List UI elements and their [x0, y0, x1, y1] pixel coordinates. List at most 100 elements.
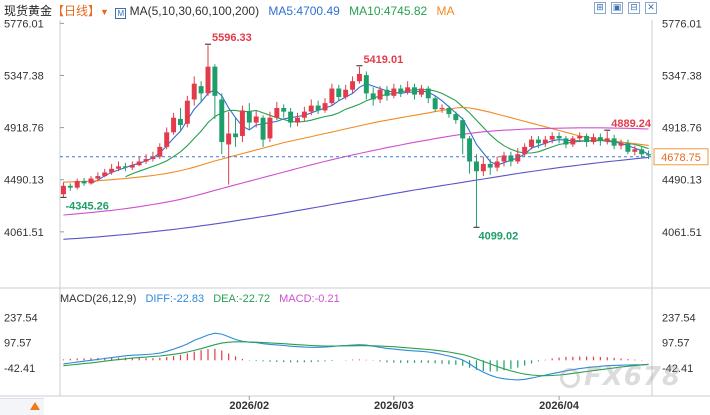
- candle-body[interactable]: [350, 81, 356, 90]
- candle-body[interactable]: [205, 66, 211, 94]
- candle-body[interactable]: [494, 161, 500, 168]
- candle-body[interactable]: [439, 107, 445, 110]
- candle-body[interactable]: [646, 154, 652, 156]
- candle-body[interactable]: [295, 117, 300, 123]
- candle-body[interactable]: [632, 149, 638, 152]
- candle-body[interactable]: [177, 118, 183, 126]
- candle-body[interactable]: [212, 66, 218, 96]
- candle-body[interactable]: [597, 137, 603, 141]
- candle-body[interactable]: [384, 89, 390, 96]
- candle-body[interactable]: [88, 178, 94, 184]
- candle-body[interactable]: [405, 87, 411, 93]
- candle-body[interactable]: [391, 88, 397, 96]
- fullscreen-icon[interactable]: ▣: [611, 2, 623, 14]
- candle-body[interactable]: [398, 88, 404, 93]
- candle-body[interactable]: [625, 143, 631, 152]
- candle-body[interactable]: [556, 135, 562, 139]
- candle-body[interactable]: [281, 107, 287, 112]
- candle-body[interactable]: [274, 107, 280, 118]
- candle-body[interactable]: [116, 166, 121, 169]
- up-arrow-icon[interactable]: [30, 402, 40, 410]
- ma-settings-icon[interactable]: M: [115, 8, 127, 19]
- candle-body[interactable]: [60, 185, 66, 195]
- candle-body[interactable]: [343, 89, 349, 98]
- candle-body[interactable]: [74, 180, 80, 188]
- candle-body[interactable]: [95, 176, 101, 179]
- crosshair-icon[interactable]: ⊞: [594, 2, 606, 14]
- candle-body[interactable]: [418, 88, 424, 95]
- candle-body[interactable]: [549, 135, 555, 140]
- candle-body[interactable]: [102, 172, 108, 177]
- close-icon[interactable]: ✕: [645, 2, 657, 14]
- candle-body[interactable]: [363, 75, 369, 94]
- candle-body[interactable]: [356, 73, 362, 82]
- candle-body[interactable]: [473, 161, 479, 172]
- candle-body[interactable]: [67, 185, 73, 188]
- candle-body[interactable]: [267, 117, 273, 139]
- candle-body[interactable]: [460, 120, 466, 139]
- candle-body[interactable]: [618, 143, 624, 146]
- period-selector[interactable]: 【日线】: [52, 4, 101, 18]
- candle-body[interactable]: [219, 99, 225, 143]
- candle-body[interactable]: [542, 139, 548, 144]
- candle-body[interactable]: [508, 155, 514, 162]
- candle-body[interactable]: [308, 105, 314, 112]
- candle-body[interactable]: [563, 138, 569, 145]
- candle-body[interactable]: [150, 156, 156, 160]
- candle-body[interactable]: [584, 135, 590, 143]
- candle-body[interactable]: [329, 88, 335, 104]
- candle-body[interactable]: [253, 116, 259, 123]
- candle-body[interactable]: [529, 139, 535, 147]
- candle-body[interactable]: [171, 117, 177, 133]
- candle-body[interactable]: [260, 117, 266, 140]
- candle-body[interactable]: [467, 138, 473, 162]
- candle-body[interactable]: [522, 146, 528, 155]
- macd-y-tick-left: 97.57: [4, 338, 32, 350]
- candle-body[interactable]: [604, 138, 610, 141]
- candle-body[interactable]: [577, 135, 583, 139]
- candle-body[interactable]: [425, 88, 431, 99]
- chevron-down-icon[interactable]: ▼: [100, 7, 109, 17]
- candle-body[interactable]: [446, 107, 452, 115]
- candle-body[interactable]: [239, 110, 245, 136]
- candle-body[interactable]: [122, 166, 128, 168]
- candle-body[interactable]: [639, 149, 645, 155]
- candle-body[interactable]: [81, 180, 87, 184]
- candle-body[interactable]: [157, 146, 163, 157]
- candle-body[interactable]: [611, 138, 617, 146]
- candle-body[interactable]: [226, 133, 232, 145]
- candle-body[interactable]: [184, 100, 190, 124]
- candle-body[interactable]: [535, 139, 541, 144]
- candle-body[interactable]: [246, 111, 252, 123]
- ma-line-ma5: [90, 83, 649, 184]
- candle-body[interactable]: [288, 111, 294, 123]
- candle-body[interactable]: [301, 111, 307, 118]
- macd-dea-value: DEA:-22.72: [213, 293, 271, 305]
- candle-body[interactable]: [136, 161, 142, 166]
- candle-body[interactable]: [143, 159, 149, 162]
- candle-body[interactable]: [501, 155, 507, 162]
- candle-body[interactable]: [129, 165, 135, 168]
- candle-body[interactable]: [453, 114, 459, 121]
- candle-body[interactable]: [570, 138, 576, 145]
- candle-body[interactable]: [487, 163, 493, 168]
- candle-body[interactable]: [591, 137, 596, 143]
- candle-body[interactable]: [480, 163, 486, 172]
- scroll-up-button[interactable]: [0, 398, 44, 415]
- candle-body[interactable]: [336, 88, 342, 98]
- candle-body[interactable]: [198, 86, 204, 94]
- candle-body[interactable]: [412, 87, 417, 95]
- candle-body[interactable]: [233, 133, 239, 138]
- candle-body[interactable]: [322, 103, 328, 111]
- last-price-box: [653, 148, 709, 166]
- candle-body[interactable]: [432, 98, 438, 110]
- zoom-out-icon[interactable]: ⊟: [628, 2, 640, 14]
- candle-body[interactable]: [515, 154, 521, 162]
- candle-body[interactable]: [164, 132, 170, 147]
- candle-body[interactable]: [377, 89, 383, 100]
- candle-body[interactable]: [191, 83, 197, 100]
- candle-body[interactable]: [370, 93, 376, 100]
- candle-body[interactable]: [109, 168, 115, 173]
- candle-body[interactable]: [315, 105, 321, 111]
